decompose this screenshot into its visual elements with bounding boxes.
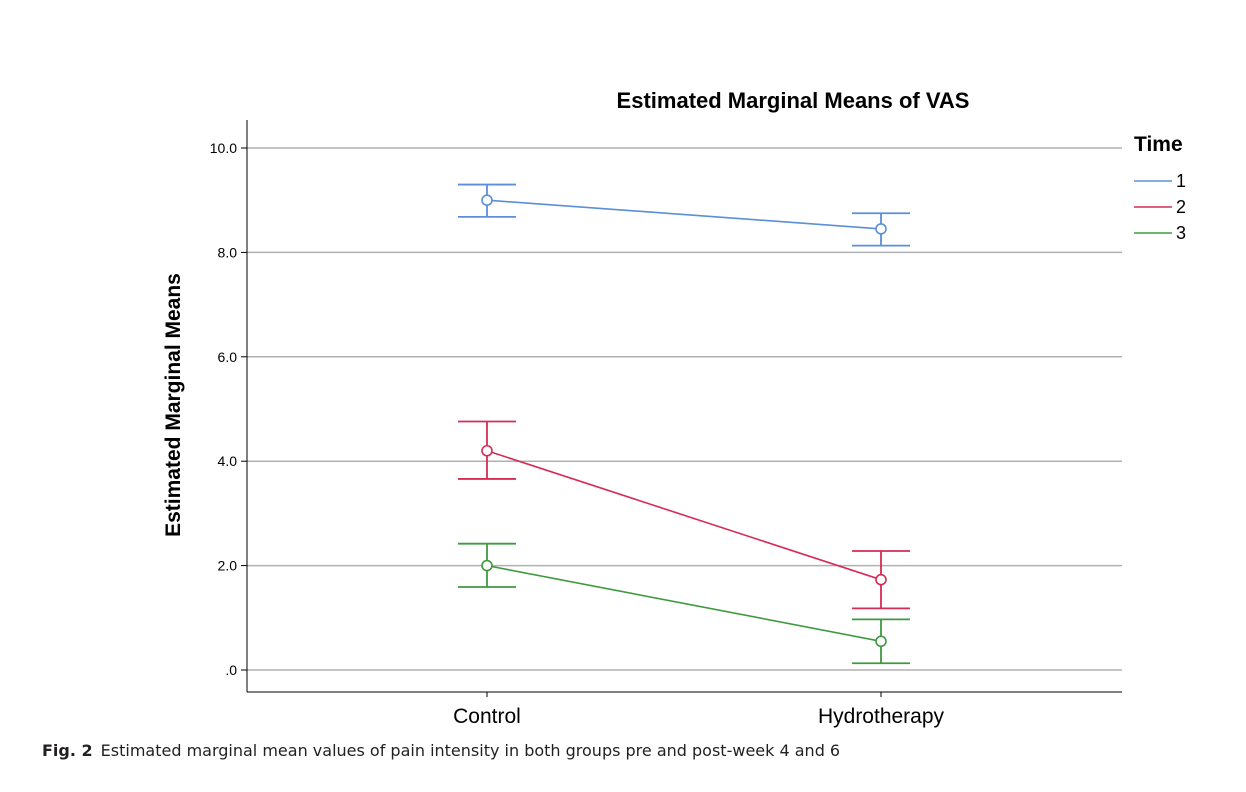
- data-point: [481, 194, 493, 206]
- legend-label: 3: [1176, 223, 1186, 243]
- y-tick-labels: .0 2.0 4.0 6.0 8.0 10.0: [210, 140, 247, 678]
- series-line: [486, 564, 882, 643]
- legend-label: 1: [1176, 171, 1186, 191]
- y-tick-label: 6.0: [218, 349, 238, 365]
- caption-text: Estimated marginal mean values of pain i…: [100, 741, 841, 760]
- y-tick-label: 10.0: [210, 140, 237, 156]
- x-category-label: Control: [453, 705, 521, 728]
- y-tick-label: 4.0: [218, 453, 238, 469]
- y-axis-label: Estimated Marginal Means: [162, 273, 185, 537]
- series-1: [458, 183, 910, 247]
- y-tick-label: 8.0: [218, 244, 238, 260]
- data-point: [481, 444, 493, 457]
- data-point: [481, 559, 493, 572]
- chart-title: Estimated Marginal Means of VAS: [617, 88, 970, 113]
- data-point: [875, 573, 887, 586]
- y-tick-label: 2.0: [218, 558, 238, 574]
- data-point: [875, 635, 887, 648]
- series-line: [486, 449, 882, 581]
- figure-label: Fig. 2: [42, 741, 93, 760]
- legend-label: 2: [1176, 197, 1186, 217]
- data-point: [875, 223, 887, 235]
- y-tick-label: .0: [225, 662, 237, 678]
- axes: [246, 120, 1122, 693]
- legend: Time 1 2 3: [1134, 133, 1186, 243]
- legend-title: Time: [1134, 133, 1183, 156]
- series-line: [486, 199, 882, 230]
- data-series: [458, 183, 910, 665]
- gridlines: [247, 147, 1122, 671]
- series-3: [458, 542, 910, 665]
- figure-caption: Fig. 2 Estimated marginal mean values of …: [42, 741, 840, 760]
- series-2: [458, 420, 910, 610]
- line-chart: Estimated Marginal Means of VAS Estimate…: [162, 88, 1186, 728]
- x-category-label: Hydrotherapy: [818, 705, 945, 728]
- x-category-labels: Control Hydrotherapy: [453, 692, 945, 728]
